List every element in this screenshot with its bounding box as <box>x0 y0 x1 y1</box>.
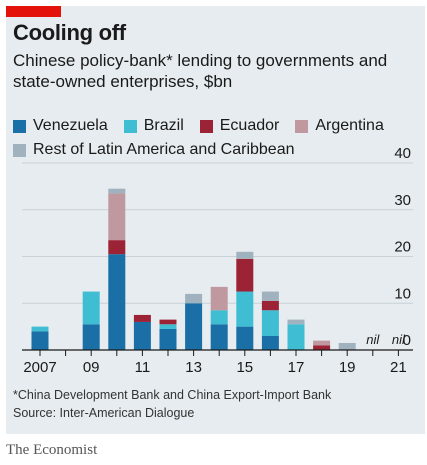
source-text: Source: Inter-American Dialogue <box>13 406 195 420</box>
bar-brazil-2016 <box>261 310 279 336</box>
footnote-text: *China Development Bank and China Export… <box>13 388 332 402</box>
y-tick-label-30: 30 <box>394 192 411 209</box>
bar-argentina-2010 <box>108 193 126 241</box>
legend-label-argentina: Argentina <box>315 117 384 134</box>
bar-brazil-2015 <box>236 291 254 327</box>
bar-venezuela-2012 <box>159 328 177 350</box>
brand-logo-text: The Economist <box>6 442 98 458</box>
legend-swatch-ecuador <box>199 119 213 133</box>
y-tick-label-40: 40 <box>394 145 411 162</box>
bar-venezuela-2007 <box>31 331 49 350</box>
x-tick-label-2011: 11 <box>135 359 151 376</box>
bar-ecuador-2011 <box>133 314 151 322</box>
bars <box>31 188 356 350</box>
legend-item-venezuela: Venezuela <box>13 117 108 135</box>
bar-rest-of-latin-america-and-caribbean-2019 <box>338 342 356 350</box>
gridlines <box>22 162 413 304</box>
legend-swatch-venezuela <box>13 119 26 133</box>
bar-venezuela-2009 <box>82 324 100 350</box>
legend-item-ecuador: Ecuador <box>199 117 280 135</box>
annotation-nil-2021: nil <box>392 332 406 347</box>
chart-legend: Venezuela Brazil Ecuador Argentina Rest … <box>13 114 413 162</box>
bar-rest-of-latin-america-and-caribbean-2016 <box>261 291 279 301</box>
bar-brazil-2014 <box>210 310 228 325</box>
tick-labels: 0 10 20 30 40 2007 09 11 13 15 17 19 21 nil nil <box>22 145 413 376</box>
x-tick-label-2007: 2007 <box>23 359 56 376</box>
x-tick-label-2019: 19 <box>339 359 356 376</box>
x-tick-label-2009: 09 <box>83 359 100 376</box>
legend-label-brazil: Brazil <box>143 117 184 134</box>
legend-row-1: Venezuela Brazil Ecuador Argentina <box>13 114 413 138</box>
bar-venezuela-2015 <box>236 326 254 350</box>
bar-brazil-2017 <box>287 324 305 350</box>
bar-ecuador-2010 <box>108 240 126 255</box>
y-tick-label-10: 10 <box>394 285 411 302</box>
legend-label-venezuela: Venezuela <box>33 117 108 134</box>
legend-row-2: Rest of Latin America and Caribbean <box>13 138 413 162</box>
bar-ecuador-2015 <box>236 258 254 292</box>
x-tick-label-2013: 13 <box>185 359 202 376</box>
bar-argentina-2018 <box>313 340 331 346</box>
y-tick-label-20: 20 <box>394 239 411 256</box>
bar-argentina-2014 <box>210 286 228 311</box>
legend-item-argentina: Argentina <box>295 117 384 135</box>
y-tick-label-0: 0 <box>403 332 411 349</box>
chart-title: Cooling off <box>13 20 126 45</box>
chart-panel <box>6 6 425 434</box>
bar-rest-of-latin-america-and-caribbean-2017 <box>287 319 305 325</box>
bar-brazil-2007 <box>31 326 49 332</box>
bar-rest-of-latin-america-and-caribbean-2013 <box>185 293 203 304</box>
legend-label-ecuador: Ecuador <box>219 117 280 134</box>
bar-venezuela-2016 <box>261 335 279 350</box>
bar-ecuador-2016 <box>261 300 279 311</box>
legend-item-rest: Rest of Latin America and Caribbean <box>13 141 294 159</box>
legend-label-rest: Rest of Latin America and Caribbean <box>33 141 295 158</box>
brand-red-tag <box>6 6 61 17</box>
x-tick-label-2015: 15 <box>236 359 253 376</box>
x-tick-label-2017: 17 <box>288 359 305 376</box>
bar-venezuela-2010 <box>108 254 126 350</box>
bar-brazil-2009 <box>82 291 100 325</box>
legend-item-brazil: Brazil <box>123 117 184 135</box>
x-tick-label-2021: 21 <box>390 359 407 376</box>
legend-swatch-rest <box>13 143 26 157</box>
bar-venezuela-2011 <box>133 321 151 350</box>
bar-venezuela-2013 <box>185 303 203 350</box>
annotation-nil-2020: nil <box>366 332 380 347</box>
chart-footnote: *China Development Bank and China Export… <box>13 386 331 422</box>
chart-subtitle: Chinese policy-bank* lending to governme… <box>13 51 388 91</box>
legend-swatch-argentina <box>295 119 309 133</box>
bar-rest-of-latin-america-and-caribbean-2010 <box>108 188 126 194</box>
bar-brazil-2012 <box>159 324 177 329</box>
bar-ecuador-2012 <box>159 319 177 325</box>
bar-rest-of-latin-america-and-caribbean-2015 <box>236 251 254 259</box>
bar-ecuador-2018 <box>313 345 331 350</box>
bar-venezuela-2014 <box>210 324 228 350</box>
legend-swatch-brazil <box>123 119 137 133</box>
